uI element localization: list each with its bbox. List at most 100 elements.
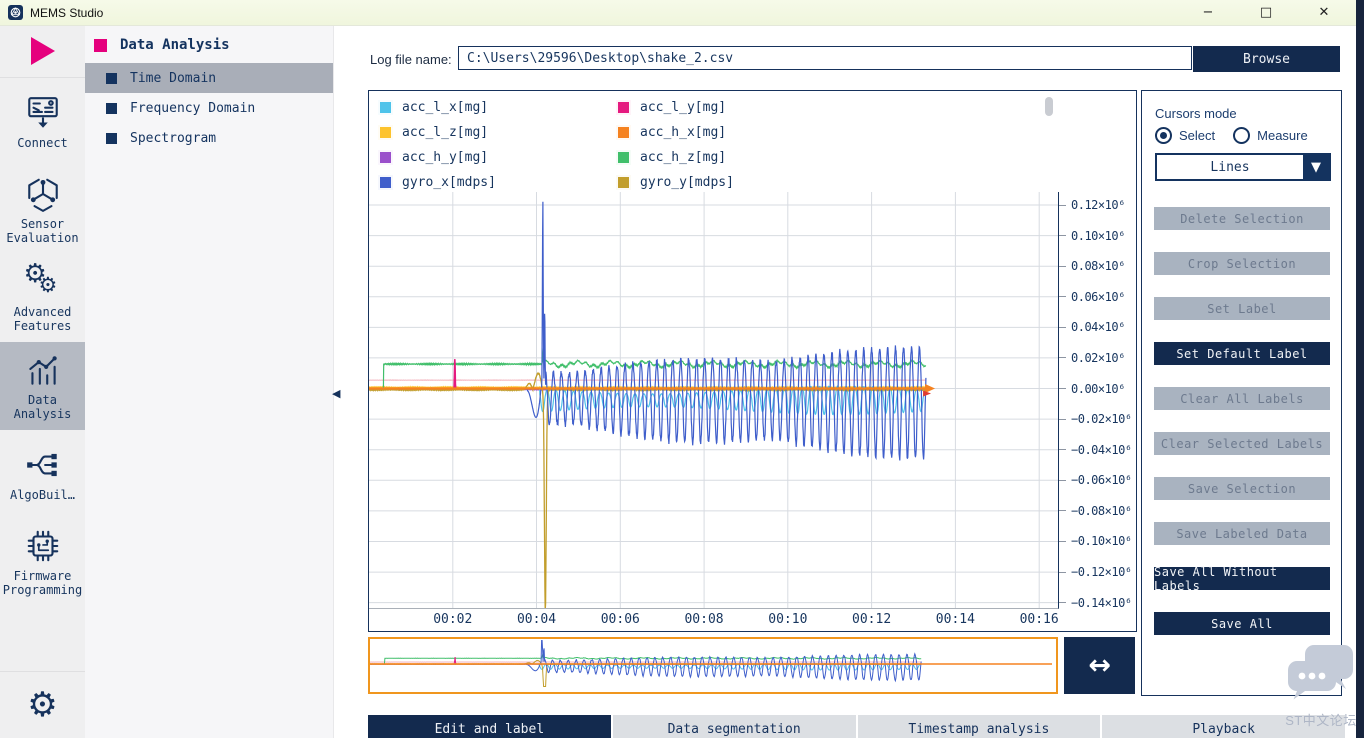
window-title: MEMS Studio [30, 6, 103, 20]
legend-label: acc_l_z[mg] [402, 125, 488, 140]
maximize-button[interactable]: □ [1252, 5, 1280, 20]
expand-range-button[interactable]: ↔ [1064, 637, 1135, 694]
window-edge-strip [1356, 0, 1364, 738]
y-axis-labels: 0.12×10⁶0.10×10⁶0.08×10⁶0.06×10⁶0.04×10⁶… [1059, 192, 1135, 608]
sidebar-item-settings[interactable]: ⚙ [0, 671, 85, 738]
legend-swatch-icon [378, 125, 393, 140]
legend-item-acc_l_y[interactable]: acc_l_y[mg] [616, 96, 1098, 118]
legend-swatch-icon [616, 100, 631, 115]
data-analysis-nav-panel: Data Analysis Time Domain Frequency Domai… [85, 25, 334, 738]
radio-circle-icon [1233, 127, 1250, 144]
main-sidebar: Connect Sensor Evaluation ⚙⚙Advanced Featu… [0, 25, 86, 738]
chip-icon [24, 527, 62, 565]
save-selection-button: Save Selection [1154, 477, 1330, 500]
legend-item-acc_h_z[interactable]: acc_h_z[mg] [616, 146, 1098, 168]
delete-selection-button: Delete Selection [1154, 207, 1330, 230]
legend-swatch-icon [616, 175, 631, 190]
legend-swatch-icon [378, 150, 393, 165]
pink-square-bullet-icon [94, 39, 107, 52]
tab-data-segmentation[interactable]: Data segmentation [613, 715, 856, 738]
set-default-label-button[interactable]: Set Default Label [1154, 342, 1330, 365]
save-all-without-labels-button[interactable]: Save All Without Labels [1154, 567, 1330, 590]
sidebar-item-sensor-evaluation[interactable]: Sensor Evaluation [0, 166, 85, 254]
legend-label: acc_l_x[mg] [402, 100, 488, 115]
settings-gear-icon: ⚙ [27, 686, 57, 724]
app-logo-icon [8, 5, 23, 20]
nav-panel-header: Data Analysis [85, 25, 333, 63]
cursors-panel: Cursors mode Select Measure Lines ▼ Dele… [1141, 90, 1342, 696]
legend-label: acc_h_z[mg] [640, 150, 726, 165]
minimize-button[interactable]: − [1194, 5, 1222, 20]
nav-item-frequency-domain[interactable]: Frequency Domain [85, 93, 333, 123]
bottom-tab-bar: Edit and labelData segmentationTimestamp… [368, 715, 1345, 738]
square-bullet-icon [106, 133, 117, 144]
sidebar-item-firmware-programming[interactable]: Firmware Programming [0, 518, 85, 606]
legend-label: gyro_y[mdps] [640, 175, 734, 190]
nav-item-label: Frequency Domain [130, 101, 255, 116]
legend-scrollbar-thumb[interactable] [1045, 97, 1053, 116]
collapse-panel-arrow-icon[interactable]: ◀ [332, 387, 340, 400]
x-axis-labels: 00:0200:0400:0600:0800:1000:1200:1400:16 [369, 610, 1058, 630]
overview-range-selector[interactable] [368, 637, 1058, 694]
flow-tree-icon [24, 446, 62, 484]
title-bar: MEMS Studio − □ ✕ [0, 0, 1356, 26]
browse-button[interactable]: Browse [1193, 46, 1340, 72]
bar-line-chart-icon [24, 351, 62, 389]
close-button[interactable]: ✕ [1310, 5, 1338, 20]
square-bullet-icon [106, 103, 117, 114]
tab-edit-and-label[interactable]: Edit and label [368, 715, 611, 738]
chevron-down-icon: ▼ [1303, 155, 1329, 179]
save-all-button[interactable]: Save All [1154, 612, 1330, 635]
sidebar-item-connect[interactable]: Connect [0, 78, 85, 166]
legend-item-acc_h_x[interactable]: acc_h_x[mg] [616, 121, 1098, 143]
set-label-button: Set Label [1154, 297, 1330, 320]
radio-dot-icon [1155, 127, 1172, 144]
chart-legend: acc_l_x[mg] acc_l_y[mg] acc_l_z[mg] acc_h_x… [378, 96, 1098, 193]
legend-label: acc_h_x[mg] [640, 125, 726, 140]
connect-board-icon [24, 94, 62, 132]
sidebar-item-label: Connect [17, 137, 68, 150]
clear-all-labels-button: Clear All Labels [1154, 387, 1330, 410]
log-file-path-input[interactable] [458, 46, 1192, 70]
legend-item-acc_h_y[interactable]: acc_h_y[mg] [378, 146, 616, 168]
nav-item-time-domain[interactable]: Time Domain [85, 63, 333, 93]
nav-item-label: Time Domain [130, 71, 216, 86]
cursors-mode-title: Cursors mode [1155, 106, 1237, 121]
sidebar-item-run[interactable] [0, 25, 85, 78]
sidebar-item-advanced-features[interactable]: ⚙⚙Advanced Features [0, 254, 85, 342]
sidebar-item-label: Firmware Programming [0, 570, 85, 597]
legend-item-gyro_x[interactable]: gyro_x[mdps] [378, 171, 616, 193]
tab-playback[interactable]: Playback [1102, 715, 1345, 738]
cursor-type-dropdown[interactable]: Lines ▼ [1155, 153, 1331, 181]
legend-item-gyro_y[interactable]: gyro_y[mdps] [616, 171, 1098, 193]
nav-panel-title: Data Analysis [120, 37, 230, 53]
sidebar-item-label: Sensor Evaluation [0, 218, 85, 245]
tab-timestamp-analysis[interactable]: Timestamp analysis [858, 715, 1101, 738]
measure-radio-label: Measure [1257, 128, 1308, 143]
legend-swatch-icon [616, 150, 631, 165]
sidebar-item-label: AlgoBuil… [10, 489, 75, 502]
plot-area[interactable] [369, 192, 1059, 609]
select-radio-label: Select [1179, 128, 1215, 143]
nav-item-label: Spectrogram [130, 131, 216, 146]
legend-label: acc_l_y[mg] [640, 100, 726, 115]
legend-swatch-icon [378, 100, 393, 115]
sidebar-item-data-analysis[interactable]: Data Analysis [0, 342, 85, 430]
nav-item-spectrogram[interactable]: Spectrogram [85, 123, 333, 153]
select-radio[interactable]: Select [1155, 127, 1215, 144]
crop-selection-button: Crop Selection [1154, 252, 1330, 275]
measure-radio[interactable]: Measure [1233, 127, 1308, 144]
time-domain-chart: acc_l_x[mg] acc_l_y[mg] acc_l_z[mg] acc_h_x… [368, 90, 1137, 632]
legend-item-acc_l_z[interactable]: acc_l_z[mg] [378, 121, 616, 143]
legend-label: acc_h_y[mg] [402, 150, 488, 165]
sidebar-item-algobuilder[interactable]: AlgoBuil… [0, 430, 85, 518]
clear-selected-labels-button: Clear Selected Labels [1154, 432, 1330, 455]
legend-swatch-icon [616, 125, 631, 140]
log-file-label: Log file name: [370, 52, 452, 67]
sidebar-item-label: Data Analysis [0, 394, 85, 421]
legend-swatch-icon [378, 175, 393, 190]
legend-item-acc_l_x[interactable]: acc_l_x[mg] [378, 96, 616, 118]
sensor-axes-icon [24, 175, 62, 213]
save-labeled-data-button: Save Labeled Data [1154, 522, 1330, 545]
legend-label: gyro_x[mdps] [402, 175, 496, 190]
